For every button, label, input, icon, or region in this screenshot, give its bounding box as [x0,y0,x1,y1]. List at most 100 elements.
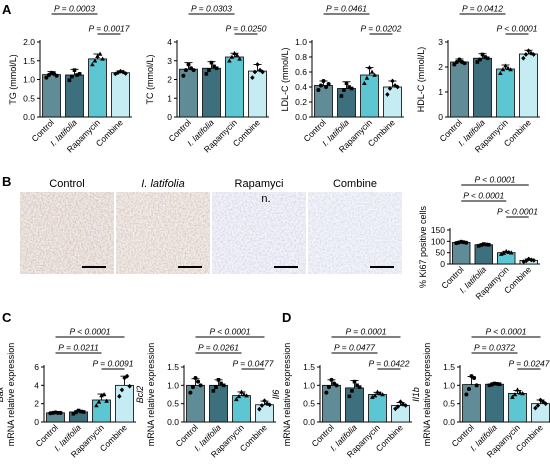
data-point [250,75,255,81]
p-value-label: P < 0.0001 [463,191,504,201]
data-point [259,403,265,408]
data-point [97,51,103,56]
micrograph-label-rapamycin-wrap: n. [261,193,270,205]
data-point [119,387,125,393]
data-point [127,383,132,389]
data-point [490,382,494,387]
bar [92,399,111,423]
y-tick-label: 2 [34,399,39,409]
y-tick-label: 0.5 [443,399,455,409]
y-tick-label: 0.8 [295,52,307,62]
data-point [214,66,219,71]
data-point [123,71,128,76]
data-point [257,406,262,412]
data-point [486,242,491,247]
p-value-label: P < 0.0001 [496,24,537,34]
data-point [520,391,525,396]
y-tick-label: 0.0 [23,112,35,122]
data-point [344,81,349,86]
data-point [476,244,481,248]
data-point [101,392,107,397]
data-point [403,403,408,408]
data-point [370,394,375,399]
data-point [464,240,469,245]
data-point [191,68,196,73]
data-point [234,52,240,57]
panel-label-c: C [2,310,12,325]
data-point [196,379,201,384]
data-point [95,53,100,59]
p-value-label: P = 0.0250 [225,24,266,34]
y-tick-label: 2 [167,75,172,85]
data-point [483,55,487,59]
y-tick-label: 50 [436,248,446,258]
bar [473,57,492,118]
p-value-label: P = 0.0372 [474,343,515,353]
data-point [209,60,214,65]
data-point [54,73,59,78]
y-axis-label: TG (mmol/L) [8,54,18,105]
data-point [521,55,526,61]
data-point [497,382,502,387]
data-point [505,65,511,71]
data-point [472,376,477,380]
data-point [181,73,186,78]
p-value-label: P < 0.0001 [497,207,538,217]
data-point [501,250,507,255]
data-point [186,62,191,67]
y-tick-label: 0.5 [167,399,179,409]
data-point [390,78,395,84]
micrograph-latifolia [116,192,210,274]
data-point [318,83,323,88]
data-point [508,250,514,255]
data-point [503,63,508,68]
data-point [452,62,457,67]
p-value-label: P = 0.0303 [191,4,232,14]
micrograph-label-control: Control [49,178,84,190]
data-point [71,411,76,416]
y-tick-label: 3 [167,56,172,66]
y-tick-label: 1.5 [167,362,179,372]
y-tick-label: 3 [438,37,443,47]
bar [531,403,550,423]
data-point [229,54,235,59]
data-point [464,392,469,397]
data-point [352,379,357,384]
y-tick-label: 100 [431,236,445,246]
y-tick-label: 4 [167,37,172,47]
data-point [324,85,329,89]
data-point [355,383,359,388]
p-value-label: P = 0.0461 [326,4,367,14]
data-point [524,258,529,264]
bar [345,387,364,423]
data-point [503,248,509,254]
bar [111,72,130,118]
data-point [221,383,226,388]
data-point [44,75,49,80]
data-point [508,67,513,72]
data-point [219,381,223,386]
y-tick-label: 0.0 [303,417,315,427]
y-tick-label: 1.0 [23,75,35,85]
y-tick-label: 0.6 [295,67,307,77]
data-point [188,390,193,395]
data-point [241,392,247,397]
data-point [457,57,462,62]
y-tick-label: 0 [34,417,39,427]
data-point [512,392,518,397]
data-point [380,392,385,397]
data-point [484,242,489,247]
bar [462,384,481,423]
data-point [115,70,121,76]
y-tick-label: 1.0 [303,380,315,390]
bar [519,53,538,118]
micrograph-control [20,192,114,274]
data-point [92,58,98,63]
data-point [104,398,109,403]
data-point [342,88,346,92]
data-point [76,408,81,413]
micrograph-combine [308,192,402,274]
